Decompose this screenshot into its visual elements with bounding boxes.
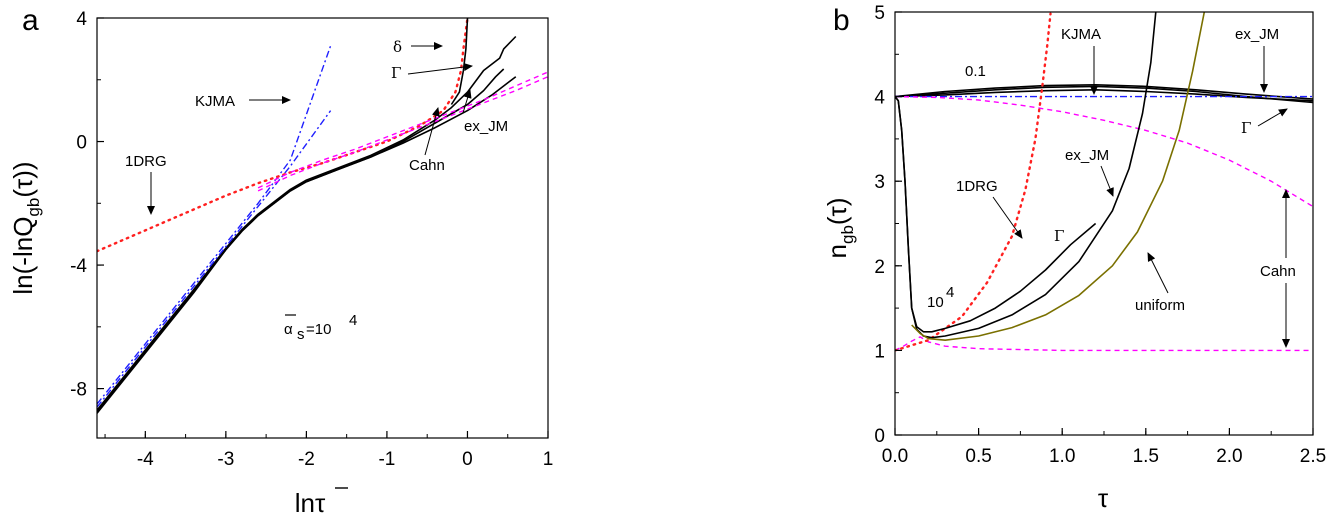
annotation-kjma-b: KJMA — [1061, 26, 1101, 43]
chart-a-series-9-magenta — [257, 71, 548, 189]
chart-a-series-1-black — [97, 76, 517, 414]
chart-a-x-tick-label: -4 — [137, 449, 154, 470]
chart-a-series-2-black — [97, 35, 517, 411]
svg-text:ln(-lnQgb(τ)): ln(-lnQgb(τ)) — [8, 161, 43, 294]
chart-a-plot-frame — [96, 17, 549, 439]
chart-b-ticks: 0.0 0.5 1.0 1.5 2.0 2.5 0 1 2 3 4 5 — [874, 3, 1326, 467]
annotation-0.1-b: 0.1 — [965, 63, 986, 80]
arrow-gamma-top-b — [1257, 108, 1288, 127]
chart-a-x-tick-label: 0 — [462, 449, 473, 470]
chart-b-series-8-black — [895, 96, 1097, 333]
annotation-delta-a: δ — [393, 38, 402, 56]
chart-b-y-tick-label: 3 — [874, 172, 885, 193]
annotation-kjma-a: KJMA — [195, 93, 235, 110]
annotation-uniform-b: uniform — [1135, 297, 1185, 314]
chart-a-x-tick-label: 1 — [543, 449, 554, 470]
chart-b-series-5-magenta — [895, 95, 1313, 208]
chart-b-x-tick-label: 0.0 — [882, 446, 908, 467]
svg-text:4: 4 — [349, 312, 357, 329]
annotation-1drg-a: 1DRG — [125, 153, 167, 170]
chart-a-series-layer — [97, 18, 548, 414]
chart-b-x-tick-label: 2.0 — [1216, 446, 1242, 467]
annotation-cahn-b: Cahn — [1260, 263, 1296, 280]
annotation-gamma-mid-b: Γ — [1054, 227, 1064, 245]
annotation-cahn-a: Cahn — [409, 157, 445, 174]
chart-b-series-10-olive — [911, 12, 1206, 341]
svg-text:10: 10 — [927, 294, 944, 311]
chart-b: b 0.0 0.5 1.0 1.5 2.0 2.5 0 1 2 3 4 5 τ ngb(τ) KJMA… — [822, 3, 1326, 513]
chart-b-y-tick-label: 0 — [874, 426, 885, 447]
annotation-1drg-b: 1DRG — [956, 178, 998, 195]
annotation-gamma-top-b: Γ — [1241, 119, 1251, 137]
chart-b-x-tick-label: 1.5 — [1133, 446, 1159, 467]
chart-a-x-tick-label: -1 — [378, 449, 395, 470]
chart-a-y-tick-label: -8 — [70, 380, 87, 401]
arrow-cahn-a — [424, 107, 440, 156]
panel-label-b: b — [833, 4, 850, 37]
chart-b-x-tick-label: 2.5 — [1300, 446, 1326, 467]
chart-b-y-tick-label: 1 — [874, 341, 885, 362]
chart-a-series-7-black — [450, 18, 469, 105]
chart-a-ticks: -4 -3 -2 -1 0 1 -8 -4 0 4 — [70, 9, 553, 470]
chart-a-series-6-red — [97, 18, 469, 253]
chart-b-series-7-red — [895, 12, 1052, 352]
chart-a: a -4 -3 -2 -1 0 1 -8 -4 0 4 lnτ ln(-lnQgb(τ)) KJM… — [8, 4, 553, 518]
arrow-exjm-a — [462, 89, 472, 114]
chart-a-series-4-blue — [97, 110, 332, 408]
chart-a-x-axis-label: lnτ — [295, 488, 326, 518]
chart-b-y-tick-label: 4 — [874, 88, 885, 109]
chart-b-series-layer — [895, 12, 1313, 352]
chart-a-y-tick-label: -4 — [70, 256, 87, 277]
chart-b-series-9-black — [895, 12, 1157, 339]
annotation-exjm-top-b: ex_JM — [1235, 26, 1279, 43]
svg-text:α: α — [284, 321, 293, 338]
chart-a-x-tick-label: -2 — [298, 449, 315, 470]
chart-b-x-tick-label: 0.5 — [965, 446, 991, 467]
annotation-1e4-b: 10 4 — [927, 284, 954, 311]
chart-a-series-5-blue — [97, 45, 332, 405]
svg-text:ngb(τ): ngb(τ) — [822, 198, 857, 259]
annotation-exjm-mid-b: ex_JM — [1065, 147, 1109, 164]
chart-a-y-axis-label: ln(-lnQgb(τ)) — [8, 161, 43, 294]
svg-text:s: s — [297, 326, 305, 343]
chart-b-x-axis-label: τ — [1098, 483, 1109, 513]
chart-a-x-tick-label: -3 — [217, 449, 234, 470]
annotation-exjm-a: ex_JM — [464, 118, 508, 135]
chart-a-series-8-magenta — [257, 76, 548, 192]
chart-a-y-tick-label: 0 — [76, 133, 87, 154]
chart-b-y-axis-label: ngb(τ) — [822, 198, 857, 259]
panel-label-a: a — [22, 4, 39, 37]
chart-b-x-tick-label: 1.0 — [1049, 446, 1075, 467]
svg-text:4: 4 — [946, 284, 954, 301]
chart-a-series-3-black — [97, 68, 505, 413]
arrow-gamma-a — [407, 63, 473, 75]
chart-a-y-tick-label: 4 — [76, 9, 87, 30]
chart-b-series-1-black — [895, 84, 1313, 100]
annotation-gamma-a: Γ — [391, 64, 401, 82]
chart-b-y-tick-label: 2 — [874, 257, 885, 278]
arrow-uniform-b — [1147, 252, 1169, 294]
chart-b-y-tick-label: 5 — [874, 3, 885, 24]
svg-text:=10: =10 — [306, 321, 331, 338]
annotation-alpha-a: α s =10 4 — [284, 312, 357, 343]
arrow-1drg-b — [992, 196, 1023, 239]
chart-b-series-6-magenta — [895, 336, 1313, 352]
arrow-exjm-mid-b — [1100, 165, 1114, 197]
